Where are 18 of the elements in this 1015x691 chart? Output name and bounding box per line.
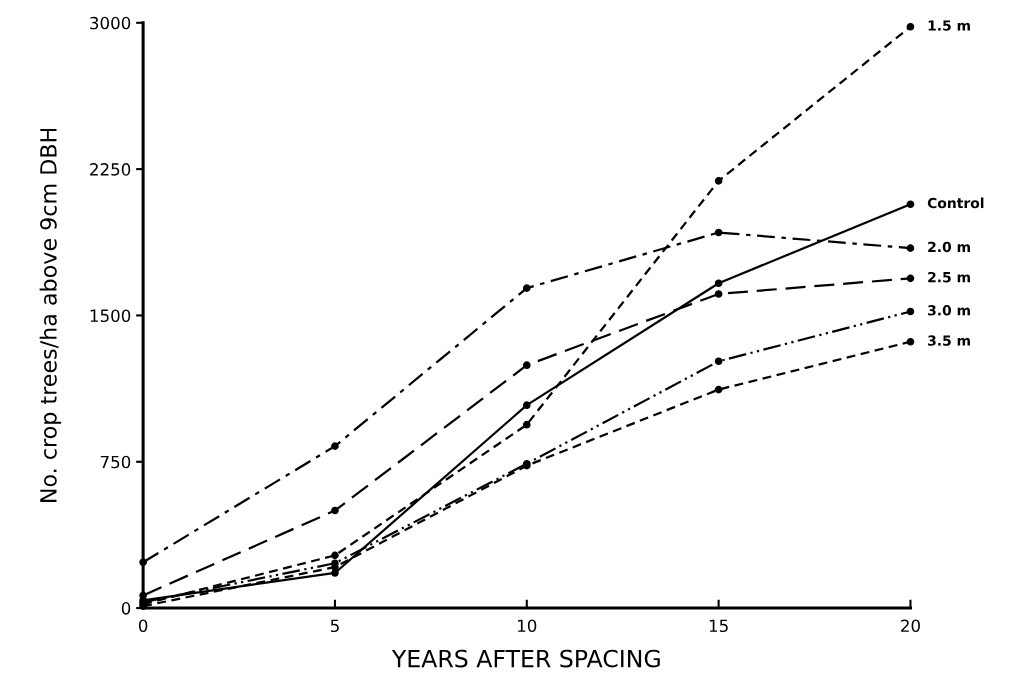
y-tick-label: 2250 [90, 163, 131, 176]
x-tick-label: 15 [709, 619, 728, 633]
series-label: 1.5 m [928, 20, 970, 31]
x-tick-label: 20 [901, 619, 920, 633]
series-label: 2.0 m [928, 241, 970, 253]
y-tick-label: 750 [100, 455, 131, 469]
x-tick-label: 5 [330, 619, 339, 633]
y-tick-label: 1500 [90, 309, 131, 323]
series-label: 3.5 m [928, 335, 970, 346]
series-label: Control [927, 197, 984, 209]
series-label: 2.5 m [928, 271, 970, 283]
y-axis-title: No. crop trees/ha above 9cm DBH [39, 128, 62, 502]
y-tick-label: 0 [121, 602, 131, 615]
x-tick-label: 0 [138, 619, 148, 633]
series-label: 3.0 m [928, 305, 970, 316]
y-tick-label: 3000 [90, 16, 131, 30]
x-axis-title: YEARS AFTER SPACING [391, 649, 660, 668]
x-tick-label: 10 [518, 619, 537, 633]
